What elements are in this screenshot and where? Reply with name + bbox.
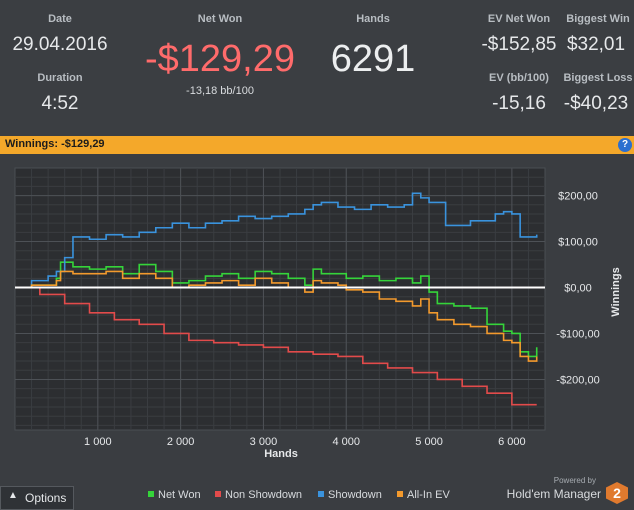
- x-tick-label: 6 000: [498, 436, 526, 448]
- y-axis-ticks: $200,00 $100,00 $0,00 -$100,00 -$200,00: [556, 191, 599, 387]
- showdown-swatch: [318, 491, 324, 497]
- legend-non-showdown[interactable]: Non Showdown: [215, 489, 302, 501]
- date-value: 29.04.2016: [12, 34, 108, 55]
- biggest-win-value: $32,01: [566, 34, 626, 55]
- x-axis-label: Hands: [264, 448, 298, 460]
- series-line-non-showdown: [15, 286, 537, 406]
- options-label: Options: [25, 491, 67, 505]
- winnings-chart-svg: 1 000 2 000 3 000 4 000 5 000 6 000 $200,00 $1…: [14, 167, 622, 460]
- y-tick-label: $0,00: [564, 283, 592, 295]
- y-axis-label: Winnings: [610, 267, 622, 316]
- legend-net-won[interactable]: Net Won: [148, 489, 201, 501]
- date-label: Date: [48, 13, 72, 25]
- ev-net-won-value: -$152,85: [481, 34, 557, 55]
- x-tick-label: 3 000: [250, 436, 278, 448]
- chevron-up-icon: ▲: [8, 490, 18, 501]
- y-tick-label: $100,00: [558, 237, 598, 249]
- legend-showdown[interactable]: Showdown: [318, 489, 382, 501]
- series-line-net-won: [15, 261, 538, 358]
- x-tick-label: 4 000: [332, 436, 360, 448]
- duration-label: Duration: [37, 72, 83, 84]
- powered-by-text: Powered by: [553, 476, 596, 485]
- x-tick-label: 5 000: [415, 436, 443, 448]
- legend-allin-ev[interactable]: All-In EV: [397, 489, 450, 501]
- non-showdown-swatch: [215, 491, 221, 497]
- allin-ev-swatch: [397, 491, 403, 497]
- y-tick-label: -$100,00: [556, 328, 599, 340]
- stats-panel: Date 29.04.2016 Duration 4:52 Net Won -$…: [0, 0, 634, 136]
- legend-net-won-label: Net Won: [158, 489, 201, 501]
- net-won-swatch: [148, 491, 154, 497]
- winnings-header-bar: Winnings: -$129,29 ?: [0, 136, 634, 154]
- help-icon[interactable]: ?: [618, 138, 632, 152]
- y-tick-label: -$200,00: [556, 374, 599, 386]
- ev-net-won-label: EV Net Won: [487, 13, 551, 25]
- series-layer: [15, 192, 545, 406]
- net-won-value: -$129,29: [144, 38, 295, 80]
- net-won-bb100: -13,18 bb/100: [186, 85, 254, 97]
- winnings-total: -$129,29: [61, 138, 105, 150]
- legend-non-showdown-label: Non Showdown: [225, 489, 303, 501]
- series-line-showdown: [15, 192, 538, 289]
- x-axis-ticks: 1 000 2 000 3 000 4 000 5 000 6 000: [84, 436, 526, 448]
- options-button[interactable]: ▲ Options: [0, 486, 74, 510]
- footer: [0, 484, 634, 509]
- brand-name: Hold'em Manager: [506, 487, 601, 501]
- biggest-win-label: Biggest Win: [566, 13, 630, 25]
- x-tick-label: 2 000: [167, 436, 195, 448]
- legend-showdown-label: Showdown: [328, 489, 382, 501]
- hands-value: 6291: [330, 38, 416, 80]
- hands-label: Hands: [356, 13, 390, 25]
- biggest-loss-value: -$40,23: [563, 93, 629, 114]
- winnings-chart: 1 000 2 000 3 000 4 000 5 000 6 000 $200,00 $1…: [0, 154, 634, 484]
- y-tick-label: $200,00: [558, 191, 598, 203]
- biggest-loss-label: Biggest Loss: [563, 72, 633, 84]
- duration-value: 4:52: [41, 93, 79, 114]
- net-won-label: Net Won: [197, 13, 243, 25]
- ev-bb100-value: -15,16: [492, 93, 546, 114]
- series-line-all-in-ev: [15, 270, 538, 362]
- legend-allin-ev-label: All-In EV: [407, 489, 450, 501]
- x-tick-label: 1 000: [84, 436, 112, 448]
- hm2-logo: 2: [606, 482, 628, 504]
- ev-bb100-label: EV (bb/100): [489, 72, 549, 84]
- winnings-header-title: Winnings: -$129,29: [5, 138, 105, 150]
- winnings-title: Winnings:: [5, 138, 59, 150]
